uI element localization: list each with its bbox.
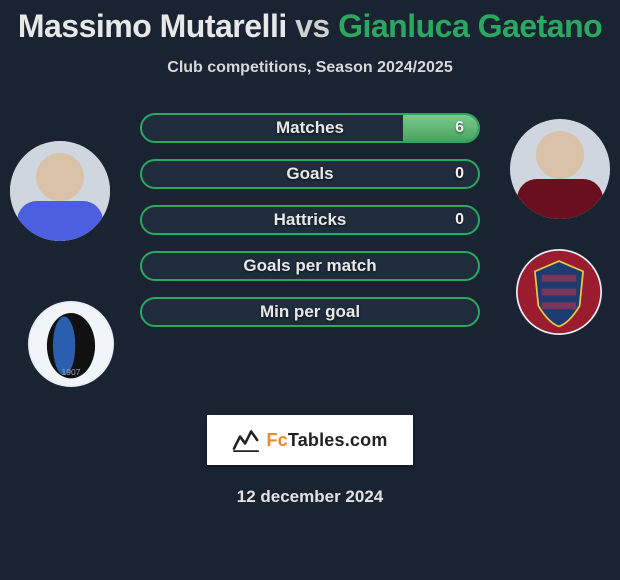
- svg-text:1907: 1907: [61, 367, 80, 377]
- stat-row: Goals0: [140, 159, 480, 189]
- brand-prefix: Fc: [266, 430, 287, 450]
- subtitle: Club competitions, Season 2024/2025: [0, 59, 620, 77]
- stat-label: Goals per match: [140, 251, 480, 281]
- date-text: 12 december 2024: [0, 487, 620, 507]
- stat-label: Hattricks: [140, 205, 480, 235]
- player1-club-crest: 1907: [28, 301, 114, 387]
- brand-suffix: Tables.com: [288, 430, 388, 450]
- stat-value-right: 6: [439, 113, 480, 143]
- brand-badge: FcTables.com: [207, 415, 413, 465]
- headline: Massimo Mutarelli vs Gianluca Gaetano: [0, 0, 620, 45]
- stat-row: Matches6: [140, 113, 480, 143]
- stat-row: Hattricks0: [140, 205, 480, 235]
- stat-value-right: 0: [439, 159, 480, 189]
- vs-text: vs: [295, 8, 330, 44]
- player1-name: Massimo Mutarelli: [18, 8, 287, 44]
- player2-club-crest: [516, 249, 602, 335]
- stat-label: Goals: [140, 159, 480, 189]
- stat-value-right: 0: [439, 205, 480, 235]
- brand-text: FcTables.com: [266, 430, 387, 451]
- player1-avatar: [10, 141, 110, 241]
- stat-bars: Matches6Goals0Hattricks0Goals per matchM…: [140, 113, 480, 343]
- player2-avatar: [510, 119, 610, 219]
- brand-icon: [232, 428, 260, 452]
- player2-name: Gianluca Gaetano: [338, 8, 602, 44]
- comparison-arena: 1907 Matches6Goals0Hattricks0Goals per m…: [0, 113, 620, 403]
- stat-row: Min per goal: [140, 297, 480, 327]
- stat-label: Matches: [140, 113, 480, 143]
- stat-label: Min per goal: [140, 297, 480, 327]
- stat-row: Goals per match: [140, 251, 480, 281]
